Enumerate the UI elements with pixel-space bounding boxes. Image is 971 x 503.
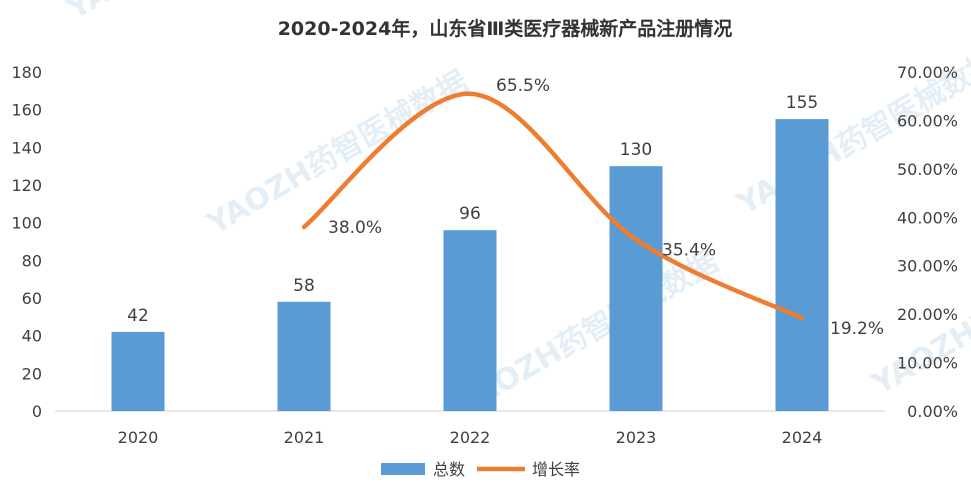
y-left-tick-label: 160 — [11, 101, 42, 120]
y-right-tick-label: 70.00% — [897, 63, 958, 82]
line-data-label: 35.4% — [662, 241, 716, 261]
bar-data-label: 42 — [127, 306, 149, 326]
y-right-tick-label: 20.00% — [897, 305, 958, 324]
bar-data-label: 96 — [459, 204, 481, 224]
y-left-tick-label: 120 — [11, 176, 42, 195]
y-left-tick-label: 0 — [32, 402, 42, 421]
y-left-tick-label: 60 — [22, 289, 42, 308]
x-tick-label: 2022 — [450, 428, 491, 447]
growth-line-series — [301, 91, 805, 321]
bar-data-label: 58 — [293, 276, 315, 296]
data-labels: 42 58 96 130 155 38.0% 65.5% 35.4% 19.2% — [127, 76, 884, 339]
y-right-tick-label: 50.00% — [897, 160, 958, 179]
watermark-text: YAOZH药智医械数据 — [201, 64, 474, 242]
legend-label: 增长率 — [532, 460, 580, 479]
bar-data-label: 130 — [620, 140, 652, 160]
bar-series — [111, 119, 829, 411]
y-left-tick-label: 180 — [11, 63, 42, 82]
line-data-label: 65.5% — [496, 76, 550, 96]
bar-data-label: 155 — [786, 93, 818, 113]
y-right-tick-label: 10.00% — [897, 354, 958, 373]
x-tick-label: 2021 — [284, 428, 325, 447]
bar — [443, 230, 497, 411]
y-left-tick-label: 100 — [11, 214, 42, 233]
legend[interactable]: 总数 增长率 — [381, 460, 580, 479]
y-left-tick-label: 80 — [22, 251, 42, 270]
bar — [609, 166, 663, 411]
y-left-tick-label: 140 — [11, 138, 42, 157]
bar — [775, 119, 829, 411]
legend-swatch-bar — [381, 463, 425, 475]
y-right-tick-label: 0.00% — [907, 402, 958, 421]
y-left-tick-label: 40 — [22, 327, 42, 346]
x-tick-label: 2024 — [782, 428, 823, 447]
watermark-layer: YAOZH药智医械数据YAOZH药智医械数据YAOZH药智医械数据YAOZH药智… — [61, 0, 971, 422]
growth-line — [301, 91, 805, 321]
legend-label: 总数 — [433, 460, 465, 479]
y-left-tick-label: 20 — [22, 364, 42, 383]
line-data-label: 38.0% — [328, 218, 382, 238]
legend-item-growth[interactable]: 增长率 — [477, 460, 580, 479]
legend-item-total[interactable]: 总数 — [381, 460, 465, 479]
bar — [111, 331, 165, 411]
bar — [277, 301, 331, 411]
y-right-tick-label: 40.00% — [897, 208, 958, 227]
y-right-tick-label: 30.00% — [897, 257, 958, 276]
y-right-tick-label: 60.00% — [897, 111, 958, 130]
chart-title: 2020-2024年，山东省Ⅲ类医疗器械新产品注册情况 — [278, 17, 733, 40]
x-tick-label: 2020 — [118, 428, 159, 447]
x-tick-label: 2023 — [616, 428, 657, 447]
line-data-label: 19.2% — [830, 319, 884, 339]
